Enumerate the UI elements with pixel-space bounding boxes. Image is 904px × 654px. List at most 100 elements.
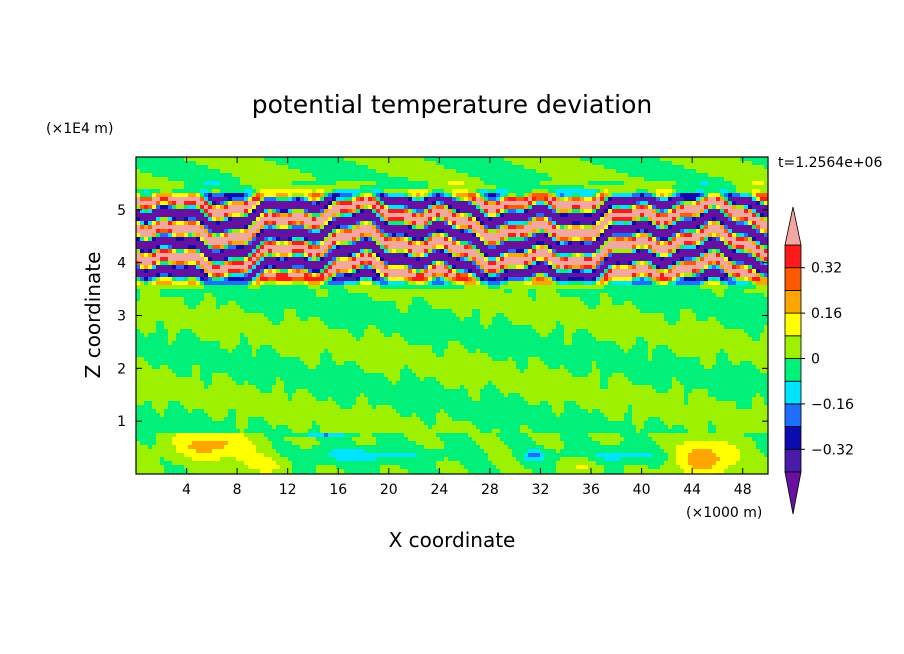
field-cell xyxy=(424,233,429,238)
field-cell xyxy=(188,241,193,246)
field-cell xyxy=(644,177,649,182)
field-cell xyxy=(308,277,313,282)
field-cell xyxy=(740,277,745,282)
field-cell xyxy=(560,237,565,242)
field-cell xyxy=(296,265,301,270)
field-cell xyxy=(172,249,177,254)
field-cell xyxy=(604,209,609,214)
field-cell xyxy=(680,237,685,242)
field-cell xyxy=(544,213,549,218)
field-cell xyxy=(236,249,241,254)
field-cell xyxy=(192,225,197,230)
field-cell xyxy=(632,181,637,186)
field-cell xyxy=(724,217,729,222)
field-cell xyxy=(640,217,645,222)
field-cell xyxy=(656,277,661,282)
field-cell xyxy=(276,221,281,226)
field-cell xyxy=(304,177,309,182)
field-cell xyxy=(480,173,485,178)
field-cell xyxy=(560,173,565,178)
field-cell xyxy=(592,209,597,214)
field-cell xyxy=(488,201,493,206)
field-cell xyxy=(220,281,225,286)
field-cell xyxy=(632,157,637,162)
field-cell xyxy=(484,273,489,278)
field-cell xyxy=(632,241,637,246)
field-cell xyxy=(544,209,549,214)
field-cell xyxy=(564,237,569,242)
field-cell xyxy=(452,241,457,246)
field-cell xyxy=(380,177,385,182)
field-cell xyxy=(192,237,197,242)
field-cell xyxy=(284,249,289,254)
field-cell xyxy=(472,265,477,270)
field-cell xyxy=(444,181,449,186)
field-cell xyxy=(480,189,485,194)
field-cell xyxy=(156,205,161,210)
field-cell xyxy=(272,233,277,238)
field-cell xyxy=(144,273,149,278)
field-cell xyxy=(556,245,561,250)
field-cell xyxy=(196,181,201,186)
field-cell xyxy=(484,193,489,198)
field-cell xyxy=(408,233,413,238)
field-cell xyxy=(572,213,577,218)
field-cell xyxy=(696,201,701,206)
field-cell xyxy=(276,161,281,166)
field-cell xyxy=(756,253,761,258)
field-cell xyxy=(732,201,737,206)
field-cell xyxy=(332,225,337,230)
field-cell xyxy=(640,273,645,278)
field-cell xyxy=(588,221,593,226)
field-cell xyxy=(288,165,293,170)
field-cell xyxy=(552,217,557,222)
field-cell xyxy=(324,261,329,266)
field-cell xyxy=(684,209,689,214)
field-cell xyxy=(720,217,725,222)
field-cell xyxy=(364,229,369,234)
field-cell xyxy=(264,249,269,254)
field-cell xyxy=(736,237,741,242)
field-cell xyxy=(144,265,149,270)
field-cell xyxy=(508,169,513,174)
field-cell xyxy=(208,217,213,222)
field-cell xyxy=(736,249,741,254)
field-cell xyxy=(556,257,561,262)
field-cell xyxy=(220,201,225,206)
field-cell xyxy=(760,213,765,218)
field-cell xyxy=(664,237,669,242)
field-cell xyxy=(264,177,269,182)
field-cell xyxy=(460,205,465,210)
field-cell xyxy=(340,257,345,262)
field-cell xyxy=(740,185,745,190)
field-cell xyxy=(656,261,661,266)
field-cell xyxy=(532,173,537,178)
field-cell xyxy=(612,265,617,270)
field-cell xyxy=(708,241,713,246)
field-cell xyxy=(692,169,697,174)
field-cell xyxy=(280,217,285,222)
field-cell xyxy=(532,277,537,282)
field-cell xyxy=(368,197,373,202)
field-cell xyxy=(184,193,189,198)
field-cell xyxy=(388,157,393,162)
field-cell xyxy=(692,253,697,258)
field-cell xyxy=(260,233,265,238)
field-cell xyxy=(536,253,541,258)
field-cell xyxy=(284,209,289,214)
field-cell xyxy=(340,201,345,206)
field-cell xyxy=(484,209,489,214)
field-cell xyxy=(172,265,177,270)
field-cell xyxy=(476,261,481,266)
field-cell xyxy=(672,209,677,214)
field-cell xyxy=(440,277,445,282)
field-cell xyxy=(160,237,165,242)
field-cell xyxy=(268,173,273,178)
field-cell xyxy=(348,253,353,258)
field-cell xyxy=(512,205,517,210)
field-cell xyxy=(156,269,161,274)
field-cell xyxy=(384,257,389,262)
field-cell xyxy=(488,213,493,218)
field-cell xyxy=(504,209,509,214)
field-cell xyxy=(612,205,617,210)
